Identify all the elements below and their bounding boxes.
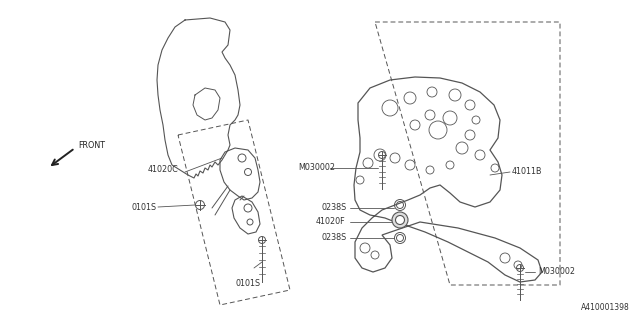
Text: 41020C: 41020C	[148, 165, 179, 174]
Circle shape	[392, 212, 408, 228]
Text: 0238S: 0238S	[322, 204, 348, 212]
Text: M030002: M030002	[538, 268, 575, 276]
Text: 41011B: 41011B	[512, 167, 543, 177]
Text: A410001398: A410001398	[581, 303, 630, 312]
Text: 0238S: 0238S	[322, 234, 348, 243]
Text: 0101S: 0101S	[132, 203, 157, 212]
Text: FRONT: FRONT	[78, 140, 105, 149]
Text: 41020F: 41020F	[316, 218, 346, 227]
Text: 0101S: 0101S	[236, 278, 261, 287]
Circle shape	[396, 215, 404, 225]
Text: M030002: M030002	[298, 164, 335, 172]
